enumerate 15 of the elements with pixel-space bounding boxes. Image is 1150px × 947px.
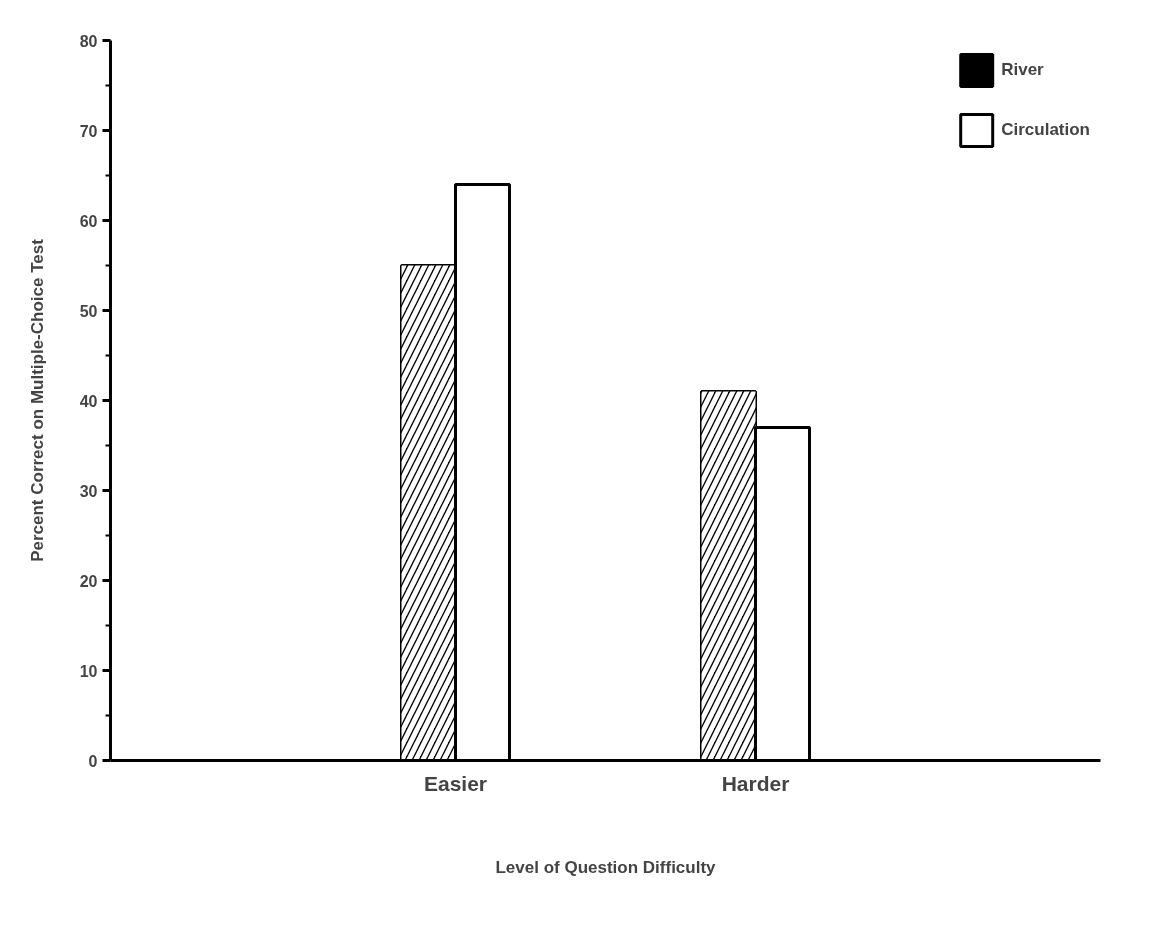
y-tick-label: 30 bbox=[79, 482, 98, 500]
y-tick-label: 0 bbox=[88, 752, 98, 770]
y-tick-label: 80 bbox=[79, 32, 98, 50]
y-tick-label: 10 bbox=[79, 662, 98, 680]
y-tick-label: 60 bbox=[79, 212, 98, 230]
x-tick-label: Harder bbox=[721, 771, 790, 795]
x-tick-label: Easier bbox=[423, 771, 488, 795]
y-tick-label: 40 bbox=[79, 392, 98, 410]
y-tick-label: 70 bbox=[79, 122, 98, 140]
y-axis-title: Percent Correct on Multiple-Choice Test bbox=[27, 238, 47, 562]
legend-label: River bbox=[1001, 60, 1044, 80]
x-axis-title: Level of Question Difficulty bbox=[495, 857, 717, 877]
y-tick-label: 20 bbox=[79, 572, 98, 590]
legend-label: Circulation bbox=[1001, 120, 1090, 140]
y-tick-label: 50 bbox=[79, 302, 98, 320]
